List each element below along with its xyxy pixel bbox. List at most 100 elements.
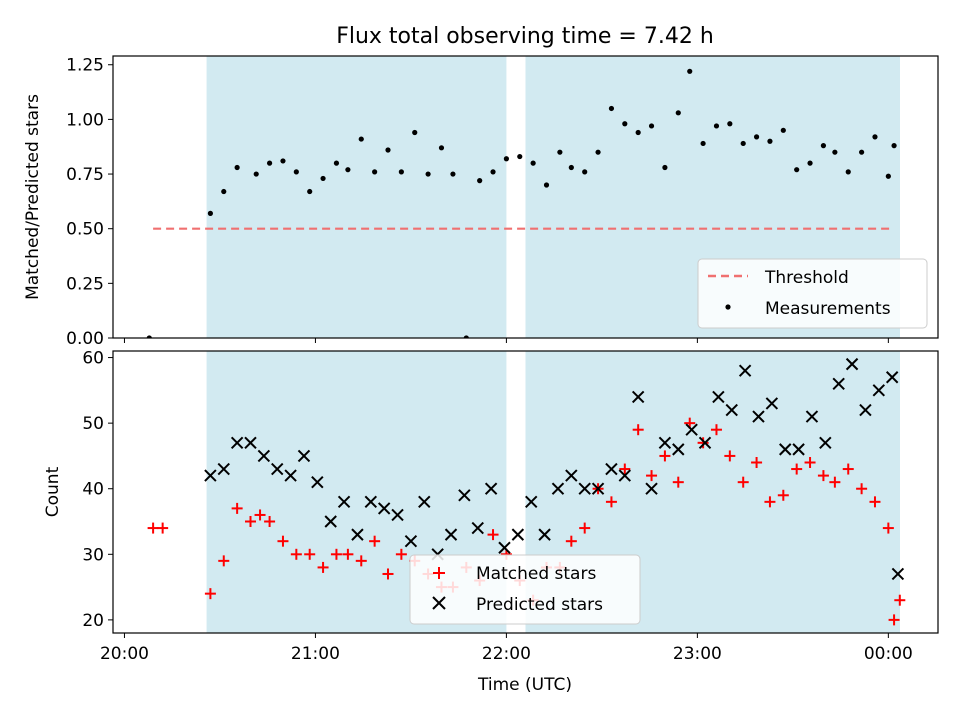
predicted-star-point xyxy=(765,397,779,410)
measurement-point xyxy=(635,129,641,136)
predicted-star-point xyxy=(859,403,872,417)
predicted-star-point xyxy=(311,475,324,489)
measurement-point xyxy=(398,169,404,175)
measurement-point xyxy=(780,127,786,133)
matched-star-point xyxy=(264,516,276,528)
predicted-star-point xyxy=(792,443,805,456)
matched-star-point xyxy=(231,502,243,514)
count-y-tick-label: 60 xyxy=(82,349,104,369)
ratio-y-tick-label: 0.25 xyxy=(66,274,104,294)
matched-star-point xyxy=(254,509,266,521)
measurement-point xyxy=(872,134,878,140)
ratio-panel: 0.00 0.25 0.50 0.75 1.00 1.25 Matched/Predict… xyxy=(23,55,939,349)
matched-star-point xyxy=(869,496,881,508)
predicted-star-point xyxy=(819,436,832,450)
predicted-star-point xyxy=(565,469,578,482)
predicted-star-point xyxy=(672,443,685,456)
predicted-star-point xyxy=(591,482,605,495)
ratio-y-tick-label: 0.75 xyxy=(66,165,104,185)
predicted-star-point xyxy=(377,502,391,515)
measurement-point xyxy=(687,68,693,74)
matched-star-point xyxy=(659,450,671,462)
matched-legend-label: Matched stars xyxy=(476,564,596,584)
predicted-star-point xyxy=(578,482,591,495)
predicted-star-point xyxy=(605,462,618,476)
matched-star-point xyxy=(147,522,159,534)
predicted-star-point xyxy=(885,371,899,384)
predicted-star-point xyxy=(738,364,752,377)
predicted-star-point xyxy=(891,567,905,581)
measurement-point xyxy=(845,169,851,175)
chart-title: Flux total observing time = 7.42 h xyxy=(336,24,714,49)
predicted-star-point xyxy=(404,534,418,548)
predicted-star-point xyxy=(698,436,712,450)
count-legend: Matched stars Predicted stars xyxy=(409,554,641,625)
measurement-point xyxy=(608,105,615,112)
predicted-star-point xyxy=(257,449,271,463)
measurement-point xyxy=(450,171,456,177)
matched-star-point xyxy=(777,489,789,501)
matched-star-point xyxy=(619,463,631,475)
matched-star-point xyxy=(804,456,816,468)
measurement-point xyxy=(385,147,391,153)
predicted-star-point xyxy=(244,436,257,450)
predicted-star-point xyxy=(498,541,511,554)
x-tick-label: 22:00 xyxy=(482,644,531,664)
measurement-point xyxy=(832,149,838,155)
matched-star-point xyxy=(369,535,381,547)
measurement-point xyxy=(517,153,523,160)
x-tick-label: 00:00 xyxy=(864,644,913,664)
predicted-star-point xyxy=(658,436,672,450)
matched-star-point xyxy=(342,548,354,560)
measurement-point xyxy=(234,164,240,171)
predicted-star-point xyxy=(204,469,217,482)
measurement-point xyxy=(700,140,706,147)
matched-star-point xyxy=(565,535,577,547)
measurement-point xyxy=(333,160,340,166)
predicted-star-point xyxy=(284,469,297,482)
measurement-point xyxy=(207,210,213,216)
predicted-star-point xyxy=(418,495,431,509)
predicted-star-point xyxy=(271,462,284,476)
predicted-star-point xyxy=(712,390,725,404)
measurement-point xyxy=(727,121,733,127)
matched-star-point xyxy=(829,476,841,488)
x-axis-label: Time (UTC) xyxy=(477,675,572,695)
predicted-star-point xyxy=(779,443,792,456)
measurement-point xyxy=(477,178,483,184)
predicted-star-point xyxy=(484,482,498,495)
measurement-point xyxy=(622,121,628,127)
matched-star-point xyxy=(764,496,776,508)
predicted-star-point xyxy=(525,495,538,509)
matched-star-point xyxy=(330,548,342,560)
measurement-point xyxy=(530,160,536,166)
ratio-y-tick-label: 0.50 xyxy=(66,220,104,240)
count-y-tick-label: 30 xyxy=(82,545,104,565)
predicted-star-point xyxy=(645,482,658,495)
matched-star-point xyxy=(395,548,407,560)
predicted-star-point xyxy=(471,521,484,535)
measurement-point xyxy=(885,173,891,179)
measurement-point xyxy=(820,143,827,149)
measurement-point xyxy=(891,143,897,149)
measurement-point xyxy=(307,188,313,195)
predicted-star-point xyxy=(458,489,471,502)
matched-star-point xyxy=(579,522,591,534)
matched-star-point xyxy=(218,555,230,567)
measurement-point xyxy=(675,110,681,116)
measurement-point xyxy=(794,167,800,173)
matched-star-point xyxy=(317,561,329,573)
ratio-observing-window-0 xyxy=(206,56,507,338)
predicted-star-point xyxy=(725,403,738,417)
measurement-point xyxy=(859,149,865,155)
matched-star-point xyxy=(382,568,394,580)
measurements-legend-label: Measurements xyxy=(765,299,891,319)
matched-star-point xyxy=(304,548,316,560)
measurement-point xyxy=(753,134,760,140)
predicted-legend-label: Predicted stars xyxy=(476,595,603,615)
count-y-tick-label: 50 xyxy=(82,414,104,434)
matched-star-point xyxy=(751,456,763,468)
measurement-point xyxy=(280,158,286,164)
predicted-legend-swatch xyxy=(432,596,446,610)
